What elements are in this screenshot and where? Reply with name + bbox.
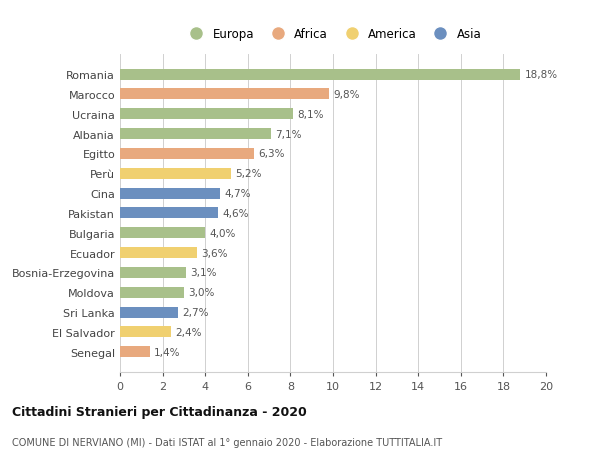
Bar <box>120 347 150 358</box>
Text: 6,3%: 6,3% <box>259 149 285 159</box>
Bar <box>120 69 520 80</box>
Bar <box>120 149 254 160</box>
Bar <box>120 129 271 140</box>
Legend: Europa, Africa, America, Asia: Europa, Africa, America, Asia <box>179 23 487 45</box>
Text: 3,0%: 3,0% <box>188 288 215 297</box>
Bar <box>120 247 197 258</box>
Bar <box>120 307 178 318</box>
Text: COMUNE DI NERVIANO (MI) - Dati ISTAT al 1° gennaio 2020 - Elaborazione TUTTITALI: COMUNE DI NERVIANO (MI) - Dati ISTAT al … <box>12 437 442 447</box>
Text: 4,6%: 4,6% <box>222 208 249 218</box>
Text: 5,2%: 5,2% <box>235 169 262 179</box>
Text: 2,7%: 2,7% <box>182 308 208 317</box>
Bar <box>120 228 205 239</box>
Bar <box>120 208 218 219</box>
Text: 9,8%: 9,8% <box>333 90 359 100</box>
Text: 7,1%: 7,1% <box>275 129 302 139</box>
Bar <box>120 89 329 100</box>
Bar <box>120 168 231 179</box>
Text: Cittadini Stranieri per Cittadinanza - 2020: Cittadini Stranieri per Cittadinanza - 2… <box>12 405 307 419</box>
Text: 2,4%: 2,4% <box>175 327 202 337</box>
Text: 1,4%: 1,4% <box>154 347 181 357</box>
Text: 8,1%: 8,1% <box>297 110 323 119</box>
Text: 3,6%: 3,6% <box>201 248 227 258</box>
Text: 4,0%: 4,0% <box>209 228 236 238</box>
Text: 18,8%: 18,8% <box>525 70 558 80</box>
Bar <box>120 287 184 298</box>
Bar <box>120 109 293 120</box>
Text: 4,7%: 4,7% <box>224 189 251 199</box>
Bar <box>120 267 186 278</box>
Text: 3,1%: 3,1% <box>190 268 217 278</box>
Bar <box>120 188 220 199</box>
Bar <box>120 327 171 338</box>
